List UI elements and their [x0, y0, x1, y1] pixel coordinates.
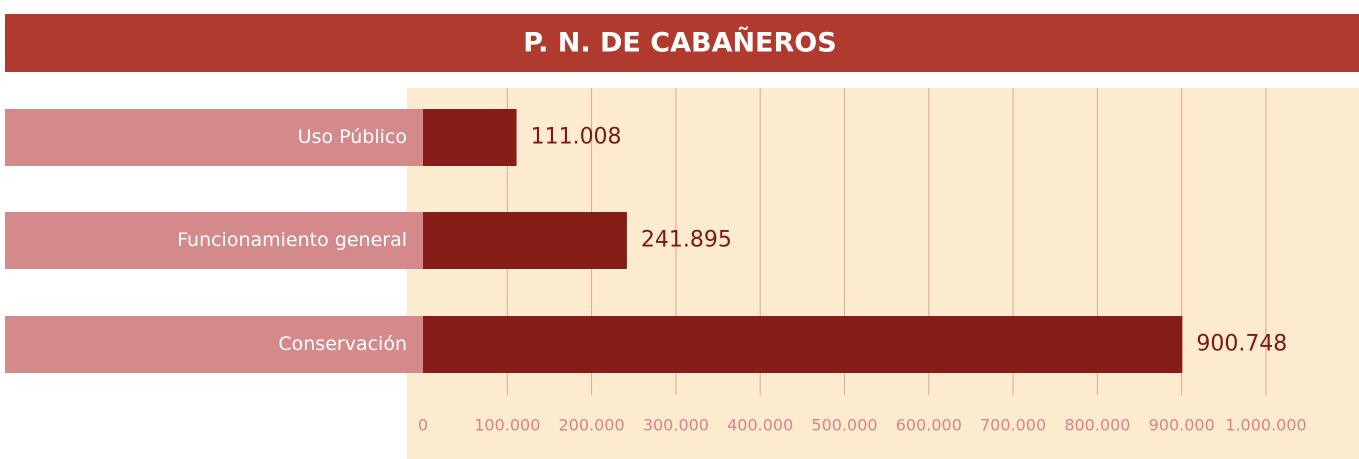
- x-tick-label: 300.000: [643, 416, 709, 435]
- y-tick-label: Funcionamiento general: [177, 229, 407, 251]
- x-tick-label: 1.000.000: [1225, 416, 1306, 435]
- x-tick-label: 700.000: [980, 416, 1046, 435]
- x-tick-label: 500.000: [811, 416, 877, 435]
- x-tick-label: 0: [418, 416, 428, 435]
- y-tick-label: Conservación: [278, 333, 407, 355]
- x-tick-label: 900.000: [1149, 416, 1215, 435]
- x-tick-label: 600.000: [896, 416, 962, 435]
- x-tick-label: 200.000: [559, 416, 625, 435]
- x-tick-label: 800.000: [1064, 416, 1130, 435]
- bar: [423, 109, 517, 166]
- bar: [423, 316, 1182, 373]
- y-tick-label: Uso Público: [298, 126, 407, 148]
- chart-title: P. N. DE CABAÑEROS: [523, 27, 836, 59]
- chart: P. N. DE CABAÑEROS 0 100.000 200.000 300.00…: [0, 0, 1359, 459]
- bar: [423, 212, 627, 269]
- value-label: 111.008: [531, 125, 622, 150]
- x-tick-label: 400.000: [727, 416, 793, 435]
- value-label: 241.895: [641, 228, 732, 253]
- x-tick-label: 100.000: [474, 416, 540, 435]
- value-label: 900.748: [1196, 332, 1287, 357]
